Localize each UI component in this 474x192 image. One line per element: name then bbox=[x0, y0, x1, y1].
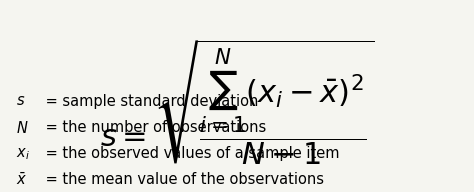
Text: = the number of observations: = the number of observations bbox=[41, 120, 267, 135]
Text: = the observed values of a sample item: = the observed values of a sample item bbox=[41, 146, 340, 161]
Text: = sample standard deviation: = sample standard deviation bbox=[41, 94, 259, 109]
Text: $x_i$: $x_i$ bbox=[16, 146, 29, 162]
Text: $s$: $s$ bbox=[16, 94, 25, 108]
Text: = the mean value of the observations: = the mean value of the observations bbox=[41, 172, 324, 187]
Text: $N$: $N$ bbox=[16, 120, 28, 136]
Text: $\bar{x}$: $\bar{x}$ bbox=[16, 172, 27, 188]
Text: $s = \sqrt{\dfrac{\sum_{i=1}^{N}(x_i - \bar{x})^2}{N-1}}$: $s = \sqrt{\dfrac{\sum_{i=1}^{N}(x_i - \… bbox=[100, 37, 374, 166]
